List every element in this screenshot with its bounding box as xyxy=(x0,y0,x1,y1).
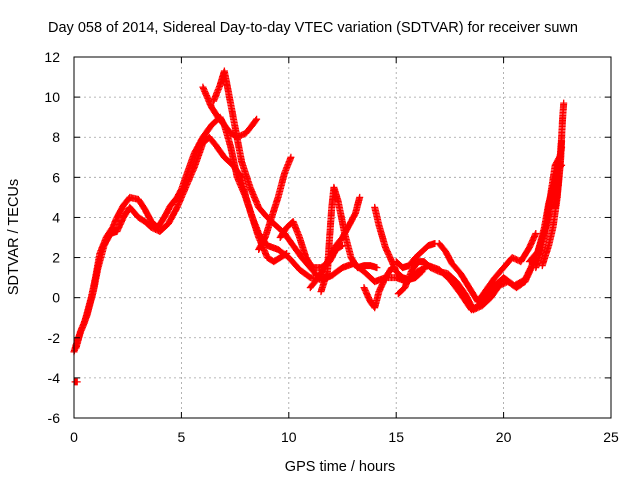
y-tick-label: 8 xyxy=(52,129,60,145)
x-axis-label: GPS time / hours xyxy=(285,459,395,475)
y-tick-label: 10 xyxy=(44,89,60,105)
grid xyxy=(74,57,611,418)
series-markers xyxy=(71,378,81,386)
series-markers xyxy=(255,153,295,253)
series-markers xyxy=(392,240,439,272)
chart-title: Day 058 of 2014, Sidereal Day-to-day VTE… xyxy=(48,20,578,36)
series-markers xyxy=(360,264,396,312)
x-tick-label: 20 xyxy=(496,429,512,445)
series-markers xyxy=(551,137,566,211)
series-markers xyxy=(435,230,540,306)
series-trace-1 xyxy=(70,113,566,356)
series-markers xyxy=(72,133,291,352)
series-trace-2 xyxy=(72,133,291,352)
plot-frame xyxy=(73,56,612,419)
series-trace-5 xyxy=(255,153,295,253)
series-trace-8 xyxy=(317,183,381,296)
x-tick-label: 0 xyxy=(70,429,78,445)
series-trace-17 xyxy=(551,137,566,211)
y-axis-label: SDTVAR / TECUs xyxy=(6,179,22,295)
series-outlier xyxy=(71,378,81,386)
x-tick-label: 25 xyxy=(603,429,619,445)
x-tick-label: 5 xyxy=(178,429,186,445)
series-markers xyxy=(70,113,566,356)
y-tick-label: -2 xyxy=(48,330,61,346)
y-tick-label: 12 xyxy=(44,49,60,65)
series-markers xyxy=(317,183,381,296)
axis-ticks: 0 5 10 15 20 25 -6 -4 -2 0 2 4 6 8 10 12 xyxy=(44,49,619,445)
y-tick-label: -6 xyxy=(48,410,61,426)
series-markers xyxy=(394,258,535,314)
x-tick-label: 15 xyxy=(388,429,404,445)
y-tick-label: 6 xyxy=(52,169,60,185)
x-tick-label: 10 xyxy=(281,429,297,445)
y-tick-label: 0 xyxy=(52,290,60,306)
series-trace-13 xyxy=(435,230,540,306)
series-trace-12 xyxy=(394,258,535,314)
series-trace-11 xyxy=(392,240,439,272)
y-tick-label: 2 xyxy=(52,250,60,266)
y-tick-label: -4 xyxy=(48,370,61,386)
series-trace-9 xyxy=(360,264,396,312)
y-tick-label: 4 xyxy=(52,209,60,225)
data-series xyxy=(70,67,568,386)
